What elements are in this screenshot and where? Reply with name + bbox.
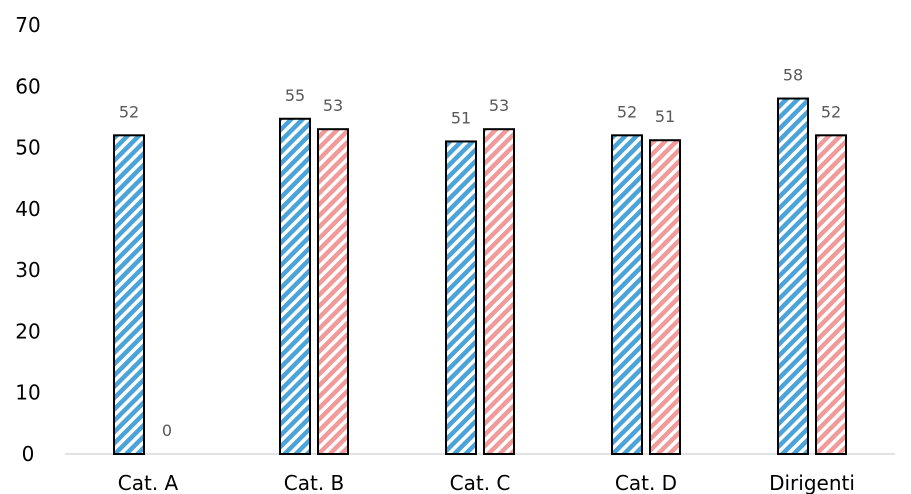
y-tick-label: 40 (15, 197, 40, 221)
y-axis-ticks: 0 10 20 30 40 50 60 70 (15, 13, 40, 466)
data-labels-group: 52 0 55 53 51 53 52 51 58 52 (119, 66, 841, 440)
data-label: 0 (162, 421, 172, 440)
y-tick-label: 50 (15, 136, 40, 160)
y-tick-label: 70 (15, 13, 40, 37)
x-tick-label: Cat. A (118, 471, 179, 494)
x-axis-ticks: Cat. A Cat. B Cat. C Cat. D Dirigenti (118, 471, 855, 494)
bar (777, 97, 809, 456)
data-label: 52 (617, 102, 637, 121)
data-label: 53 (323, 96, 343, 115)
bar (279, 117, 311, 455)
bar (815, 134, 847, 455)
x-tick-label: Cat. B (284, 471, 345, 494)
bar (113, 134, 145, 455)
data-label: 53 (489, 96, 509, 115)
y-tick-label: 30 (15, 258, 40, 282)
data-label: 51 (451, 108, 471, 127)
y-tick-label: 10 (15, 381, 40, 405)
bars-group (113, 97, 847, 456)
data-label: 51 (655, 107, 675, 126)
x-tick-label: Cat. D (615, 471, 677, 494)
bar (611, 134, 643, 455)
bar (317, 128, 349, 456)
bar (445, 140, 477, 455)
x-tick-label: Cat. C (450, 471, 511, 494)
bar (483, 128, 515, 456)
y-tick-label: 20 (15, 319, 40, 343)
bar (649, 139, 681, 456)
data-label: 58 (783, 66, 803, 85)
y-tick-label: 60 (15, 74, 40, 98)
data-label: 52 (821, 102, 841, 121)
x-tick-label: Dirigenti (769, 471, 855, 494)
data-label: 52 (119, 102, 139, 121)
data-label: 55 (285, 86, 305, 105)
y-tick-label: 0 (22, 442, 35, 466)
